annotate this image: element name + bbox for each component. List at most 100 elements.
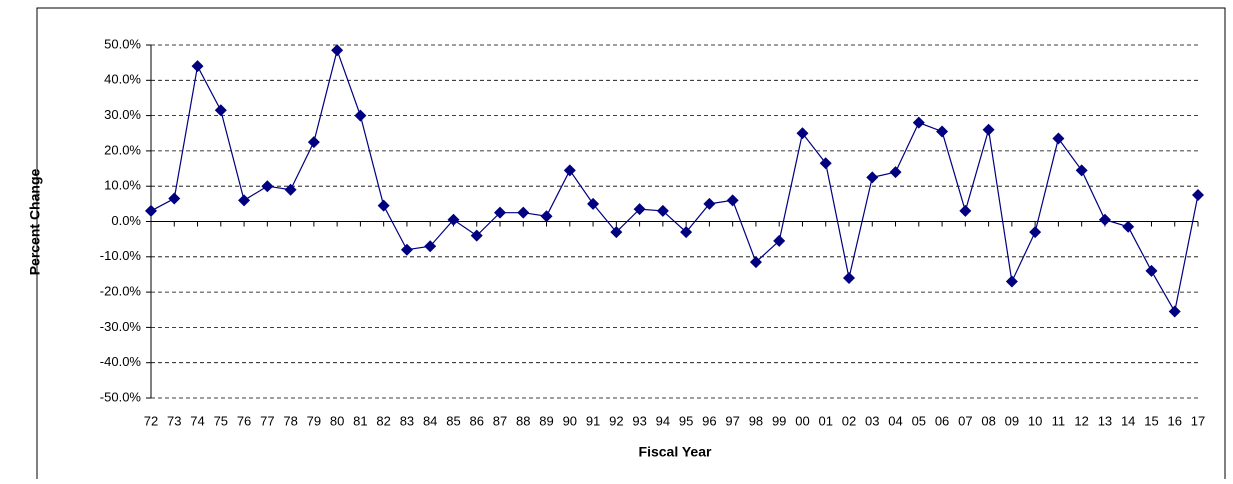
x-tick-label: 92 [609, 413, 623, 428]
x-tick-label: 87 [493, 413, 507, 428]
y-tick-label: -30.0% [100, 319, 142, 334]
x-tick-label: 94 [656, 413, 670, 428]
x-tick-label: 77 [260, 413, 274, 428]
x-tick-label: 73 [167, 413, 181, 428]
data-point [703, 197, 716, 210]
data-point [912, 116, 925, 129]
data-point [331, 44, 344, 57]
x-tick-label: 97 [725, 413, 739, 428]
x-tick-label: 76 [237, 413, 251, 428]
y-tick-label: 40.0% [104, 72, 141, 87]
y-tick-label: -40.0% [100, 354, 142, 369]
data-point [610, 226, 623, 239]
x-tick-label: 16 [1167, 413, 1181, 428]
data-point [936, 125, 949, 138]
x-tick-label: 80 [330, 413, 344, 428]
x-tick-label: 07 [958, 413, 972, 428]
x-tick-label: 15 [1144, 413, 1158, 428]
x-axis-title: Fiscal Year [639, 444, 712, 460]
data-point [1029, 226, 1042, 239]
x-tick-label: 96 [702, 413, 716, 428]
x-tick-label: 78 [283, 413, 297, 428]
data-point [843, 271, 855, 284]
data-point [749, 256, 762, 269]
data-point [191, 60, 204, 73]
data-point [1145, 264, 1158, 277]
data-point [1122, 220, 1135, 233]
x-tick-label: 06 [935, 413, 949, 428]
x-tick-label: 05 [912, 413, 926, 428]
x-tick-label: 90 [563, 413, 577, 428]
x-tick-label: 11 [1052, 413, 1066, 428]
data-point [1005, 275, 1018, 288]
data-point [1168, 305, 1181, 318]
data-point [1098, 213, 1111, 226]
y-tick-label: -20.0% [100, 284, 142, 299]
data-point [424, 240, 437, 253]
data-point [494, 206, 506, 219]
x-tick-label: 86 [469, 413, 483, 428]
x-tick-label: 01 [818, 413, 832, 428]
x-tick-label: 98 [749, 413, 763, 428]
x-tick-label: 02 [842, 413, 856, 428]
data-point [1052, 132, 1065, 145]
data-point [866, 171, 879, 184]
y-axis-title: Percent Change [27, 168, 43, 275]
data-point [517, 206, 530, 219]
x-tick-label: 72 [144, 413, 158, 428]
data-point [889, 166, 902, 179]
data-point [540, 210, 553, 223]
x-tick-label: 12 [1074, 413, 1088, 428]
data-point [168, 192, 181, 205]
y-tick-label: -10.0% [100, 248, 142, 263]
y-tick-label: 10.0% [104, 178, 141, 193]
data-point [819, 157, 832, 170]
x-tick-label: 74 [190, 413, 204, 428]
x-tick-label: 88 [516, 413, 530, 428]
data-point [1192, 189, 1204, 202]
y-tick-label: 30.0% [104, 107, 141, 122]
data-point [726, 194, 739, 207]
data-point [261, 180, 274, 193]
x-tick-label: 82 [376, 413, 390, 428]
data-point [633, 203, 646, 216]
x-tick-label: 79 [307, 413, 321, 428]
x-tick-label: 03 [865, 413, 879, 428]
x-tick-label: 04 [888, 413, 902, 428]
x-tick-label: 95 [679, 413, 693, 428]
data-point [773, 234, 786, 247]
y-tick-label: 20.0% [104, 142, 141, 157]
data-point [447, 213, 460, 226]
x-tick-label: 14 [1121, 413, 1135, 428]
x-tick-label: 81 [353, 413, 367, 428]
data-point [982, 123, 995, 136]
data-point [214, 104, 227, 117]
y-tick-label: -50.0% [100, 389, 142, 404]
x-tick-label: 93 [632, 413, 646, 428]
x-tick-label: 91 [586, 413, 600, 428]
data-point [377, 199, 390, 212]
data-point [470, 229, 483, 242]
chart-border [36, 7, 1226, 484]
data-point [1075, 164, 1088, 177]
y-tick-label: 50.0% [104, 36, 141, 51]
x-tick-label: 99 [772, 413, 786, 428]
data-point [563, 164, 576, 177]
y-tick-label: 0.0% [111, 213, 141, 228]
data-point [796, 127, 809, 140]
data-point [284, 183, 297, 196]
data-point [354, 109, 367, 122]
x-tick-label: 75 [214, 413, 228, 428]
data-point [400, 243, 413, 256]
data-point [307, 136, 320, 149]
x-tick-label: 89 [539, 413, 553, 428]
x-tick-label: 83 [400, 413, 414, 428]
x-tick-label: 08 [981, 413, 995, 428]
data-point [587, 197, 600, 210]
x-tick-label: 10 [1028, 413, 1042, 428]
data-line [150, 48, 1199, 314]
data-point [680, 226, 693, 239]
x-tick-label: 09 [1005, 413, 1019, 428]
